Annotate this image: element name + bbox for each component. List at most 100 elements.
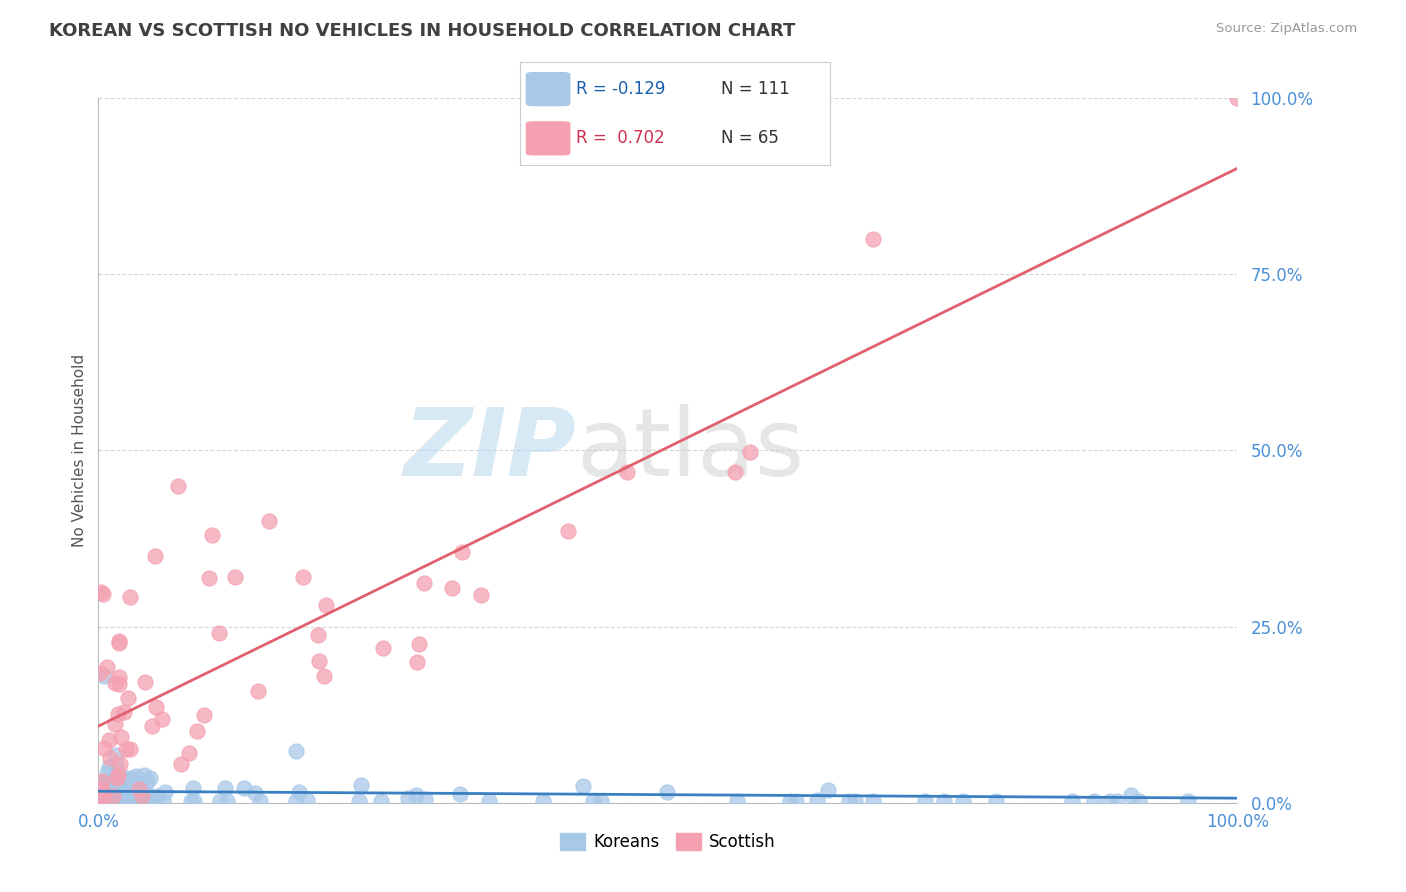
Point xyxy=(108,794,131,808)
FancyBboxPatch shape xyxy=(526,73,569,105)
Point xyxy=(90,783,112,797)
Point xyxy=(127,794,149,808)
Point xyxy=(108,634,131,648)
Point xyxy=(440,581,463,595)
Point xyxy=(90,790,112,805)
Point xyxy=(135,787,157,801)
Point xyxy=(396,791,419,805)
Point xyxy=(740,445,762,459)
Point xyxy=(105,774,128,789)
Point xyxy=(557,524,579,538)
Point xyxy=(1105,794,1128,808)
Point xyxy=(406,655,429,669)
Point xyxy=(370,794,392,808)
Point xyxy=(145,699,167,714)
Point xyxy=(779,794,801,808)
Point xyxy=(108,636,131,650)
Text: ZIP: ZIP xyxy=(404,404,576,497)
Point xyxy=(132,794,155,808)
Point xyxy=(91,789,114,803)
Point xyxy=(307,628,329,642)
Point xyxy=(105,771,128,785)
Point xyxy=(91,789,114,803)
Point xyxy=(315,599,337,613)
Point xyxy=(117,773,139,788)
Point xyxy=(1121,789,1143,803)
Point xyxy=(217,794,239,808)
Point xyxy=(120,786,142,800)
Point xyxy=(198,571,221,585)
Point xyxy=(295,793,318,807)
Point xyxy=(98,751,121,765)
Point xyxy=(118,789,141,803)
Point xyxy=(107,768,129,782)
Text: N = 65: N = 65 xyxy=(721,128,779,147)
Point xyxy=(98,775,121,789)
Point xyxy=(724,466,747,480)
Point xyxy=(224,570,246,584)
Point xyxy=(214,781,236,796)
Point xyxy=(135,788,157,802)
Point xyxy=(112,788,135,802)
Point xyxy=(110,793,132,807)
Point xyxy=(952,794,974,808)
Text: N = 111: N = 111 xyxy=(721,79,790,97)
Point xyxy=(349,778,371,792)
Point xyxy=(141,719,163,733)
Point xyxy=(136,775,159,789)
Point xyxy=(208,794,231,808)
Point xyxy=(103,789,125,803)
Point xyxy=(124,781,146,796)
Point xyxy=(90,774,112,789)
Point xyxy=(108,757,131,772)
Text: Source: ZipAtlas.com: Source: ZipAtlas.com xyxy=(1216,22,1357,36)
Point xyxy=(89,665,111,680)
Point xyxy=(112,706,135,720)
Point xyxy=(1060,794,1083,808)
Point xyxy=(986,794,1008,808)
Point xyxy=(132,767,155,781)
Point xyxy=(96,660,118,674)
Point xyxy=(152,794,174,808)
Point xyxy=(616,465,638,479)
Point xyxy=(135,794,157,808)
Point xyxy=(531,794,554,808)
Point xyxy=(93,587,115,601)
Point xyxy=(127,791,149,805)
Point xyxy=(371,640,394,655)
Point xyxy=(478,794,501,808)
Point xyxy=(1177,794,1199,808)
Point xyxy=(111,769,134,783)
Point xyxy=(115,784,138,798)
Point xyxy=(285,794,308,808)
Point xyxy=(1128,794,1150,808)
Point xyxy=(193,708,215,723)
Point xyxy=(131,789,153,803)
Point xyxy=(591,794,613,808)
Point xyxy=(817,783,839,797)
Point xyxy=(117,775,139,789)
Point xyxy=(108,677,131,691)
Point xyxy=(408,636,430,650)
Point xyxy=(124,794,146,808)
Point xyxy=(103,717,125,731)
Point xyxy=(124,769,146,783)
Point xyxy=(104,676,127,690)
Point xyxy=(122,792,145,806)
Point xyxy=(105,759,128,773)
Point xyxy=(107,778,129,792)
Point xyxy=(104,789,127,803)
Point xyxy=(245,786,267,800)
Point xyxy=(308,654,330,668)
Legend: Koreans, Scottish: Koreans, Scottish xyxy=(553,826,783,858)
Point xyxy=(186,723,208,738)
Point xyxy=(146,789,169,803)
Point xyxy=(107,707,129,722)
Point xyxy=(806,793,828,807)
Point xyxy=(180,794,202,808)
Point xyxy=(124,794,146,808)
Point xyxy=(107,670,129,684)
Point xyxy=(449,787,471,801)
Point xyxy=(96,789,118,803)
Point xyxy=(97,789,120,804)
